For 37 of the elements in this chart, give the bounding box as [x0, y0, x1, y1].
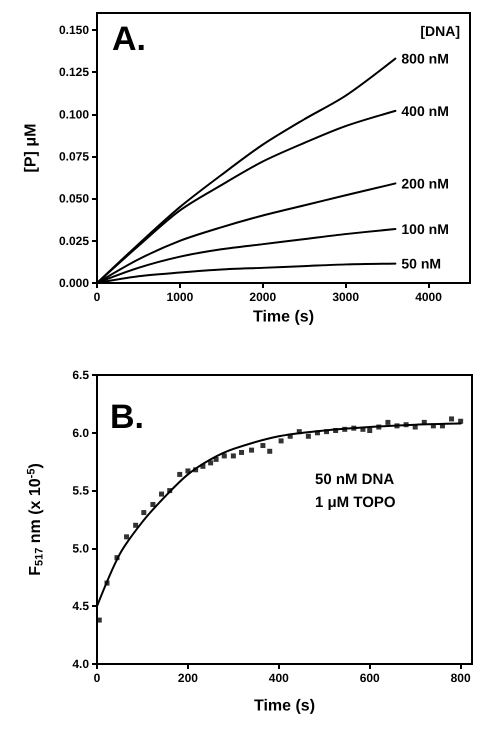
series-label: 200 nM [401, 175, 449, 192]
x-tick-label: 0 [94, 671, 101, 685]
y-tick-label: 4.5 [72, 599, 90, 614]
series-label: 400 nM [401, 102, 449, 119]
y-tick-label: 6.5 [72, 368, 90, 382]
x-tick-label: 800 [450, 671, 471, 685]
x-tick-label: 400 [268, 671, 290, 685]
x-tick-label: 600 [360, 671, 380, 685]
x-axis-title: Time (s) [254, 698, 316, 714]
x-tick-label: 4000 [415, 290, 442, 304]
x-axis-title: Time (s) [252, 308, 314, 326]
y-tick-label: 6.0 [72, 426, 90, 440]
y-tick-label: 4.0 [72, 657, 90, 671]
y-tick-label: 0.125 [58, 65, 90, 80]
annotation: B. [110, 398, 144, 436]
x-tick-label: 3000 [332, 290, 360, 304]
annotation: 50 nM DNA [315, 471, 394, 488]
legend-title: [DNA] [420, 23, 460, 39]
series-label: 100 nM [401, 221, 449, 237]
y-axis-title: [P] μM [22, 124, 40, 172]
y-tick-label: 5.5 [72, 484, 90, 498]
y-tick-label: 5.0 [72, 541, 90, 556]
x-tick-label: 1000 [166, 290, 194, 304]
annotation: 1 μM TOPO [315, 494, 396, 511]
annotation: A. [112, 20, 146, 58]
y-tick-label: 0.000 [58, 276, 90, 290]
series-label: 800 nM [401, 50, 449, 67]
y-tick-label: 0.150 [58, 22, 90, 37]
y-tick-label: 0.100 [58, 107, 90, 122]
x-tick-label: 200 [178, 671, 198, 685]
x-tick-label: 0 [94, 290, 101, 304]
y-axis-title: F517 nm (x 10-5) [26, 463, 46, 576]
y-tick-label: 0.050 [58, 192, 90, 206]
y-tick-label: 0.075 [58, 149, 90, 164]
series-label: 50 nM [401, 256, 442, 272]
x-tick-label: 2000 [249, 290, 276, 304]
y-tick-label: 0.025 [58, 234, 90, 248]
